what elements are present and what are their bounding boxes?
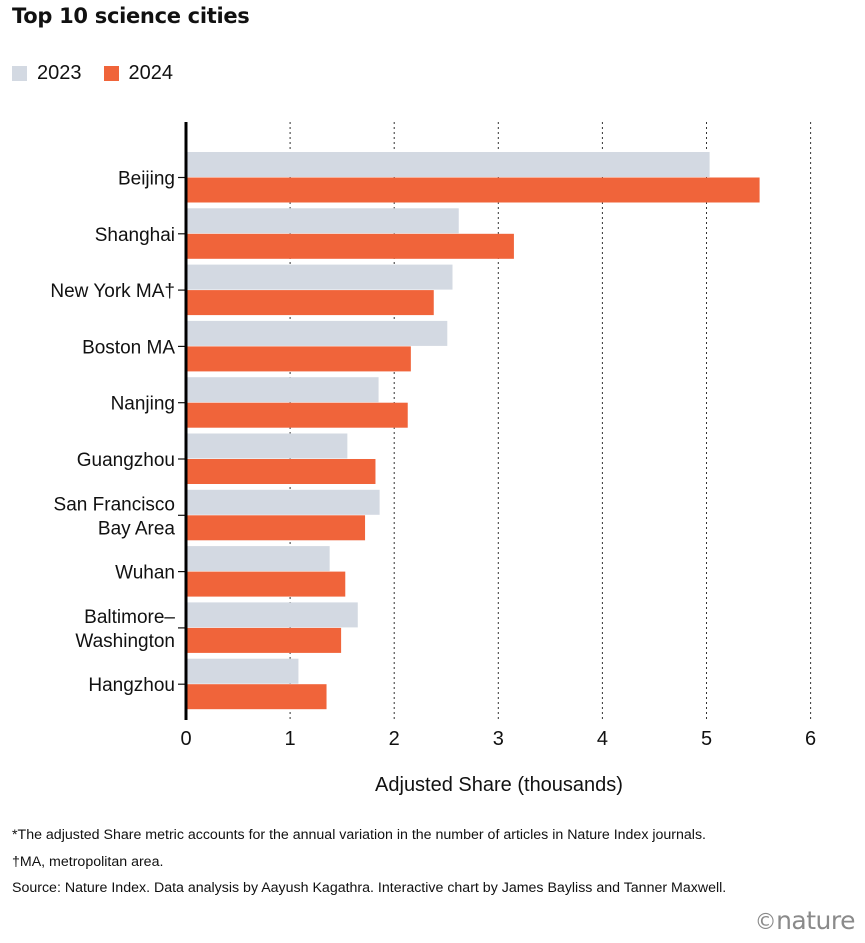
legend-label-2024: 2024	[128, 62, 174, 84]
notes: *The adjusted Share metric accounts for …	[12, 822, 726, 902]
bar-2023	[186, 264, 453, 290]
x-axis-ticks: 0 1 2 3 4 5 6	[180, 728, 816, 750]
category-label: Beijing	[118, 169, 175, 190]
x-tick-label: 0	[180, 728, 191, 750]
source-note: Source: Nature Index. Data analysis by A…	[12, 880, 727, 896]
chart-title: Top 10 science cities	[12, 4, 250, 28]
x-tick-label: 4	[597, 728, 608, 750]
x-tick-label: 6	[805, 728, 816, 750]
bars	[186, 152, 760, 710]
x-tick-label: 2	[389, 728, 400, 750]
bar-2023	[186, 208, 459, 234]
x-tick-label: 5	[701, 728, 712, 750]
footnote-ma: †MA, metropolitan area.	[12, 853, 164, 870]
bar-2023	[186, 377, 379, 403]
category-label: Guangzhou	[77, 450, 175, 471]
legend-label-2023: 2023	[37, 62, 82, 84]
category-labels: Beijing Shanghai New York MA† Boston MA Nanj…	[50, 169, 186, 696]
category-label: Boston MA	[82, 337, 175, 358]
bar-chart: Beijing Shanghai New York MA† Boston MA Nanj…	[50, 122, 816, 796]
category-label: Shanghai	[95, 225, 175, 246]
legend-item-2024: 2024	[103, 62, 174, 85]
legend: 2023 2024	[12, 62, 195, 85]
legend-swatch-2023	[12, 66, 27, 81]
bar-2024	[186, 233, 514, 259]
bar-2023	[186, 152, 710, 177]
category-label: San Francisco	[54, 494, 175, 515]
category-label: Washington	[75, 631, 175, 652]
bar-2023	[186, 489, 380, 515]
bar-2023	[186, 546, 330, 572]
bar-2024	[186, 571, 346, 597]
footnote-adjusted-share: *The adjusted Share metric accounts for …	[12, 827, 706, 843]
category-label: Baltimore–	[84, 607, 175, 628]
bar-2024	[186, 290, 434, 316]
category-label: Nanjing	[111, 394, 175, 415]
category-label: Hangzhou	[88, 675, 175, 696]
category-label: Bay Area	[98, 518, 176, 539]
legend-swatch-2024	[103, 66, 119, 81]
nature-logo: ©nature	[754, 906, 856, 935]
bar-2024	[186, 402, 408, 428]
bar-2023	[186, 320, 448, 346]
bar-2024	[186, 346, 411, 372]
x-tick-label: 1	[285, 728, 296, 750]
x-axis-label: Adjusted Share (thousands)	[375, 774, 623, 796]
bar-2024	[186, 627, 342, 653]
legend-item-2023: 2023	[12, 62, 82, 85]
bar-2023	[186, 602, 358, 628]
bar-2024	[186, 515, 366, 541]
bar-2024	[186, 684, 327, 710]
category-label: Wuhan	[115, 563, 175, 584]
bar-2024	[186, 459, 376, 484]
category-label: New York MA†	[50, 281, 175, 302]
brand-name: nature	[776, 906, 855, 935]
bar-2023	[186, 658, 299, 684]
x-tick-label: 3	[493, 728, 504, 750]
bar-2023	[186, 433, 348, 459]
copyright-symbol: ©	[754, 910, 777, 935]
bar-2024	[186, 177, 760, 203]
